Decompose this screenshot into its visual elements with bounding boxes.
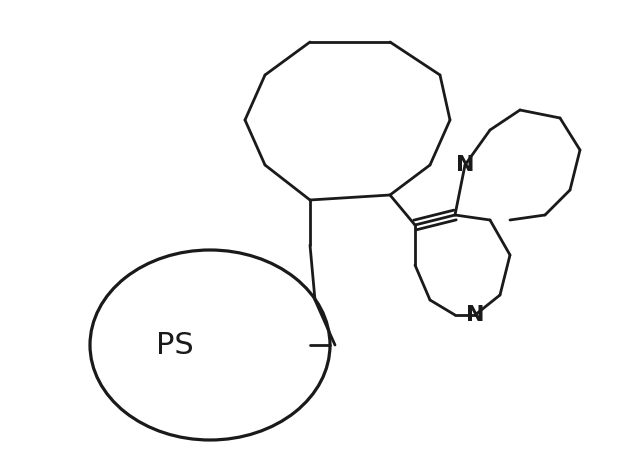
Text: N: N (456, 155, 474, 175)
Text: N: N (466, 305, 484, 325)
Text: PS: PS (156, 330, 194, 359)
